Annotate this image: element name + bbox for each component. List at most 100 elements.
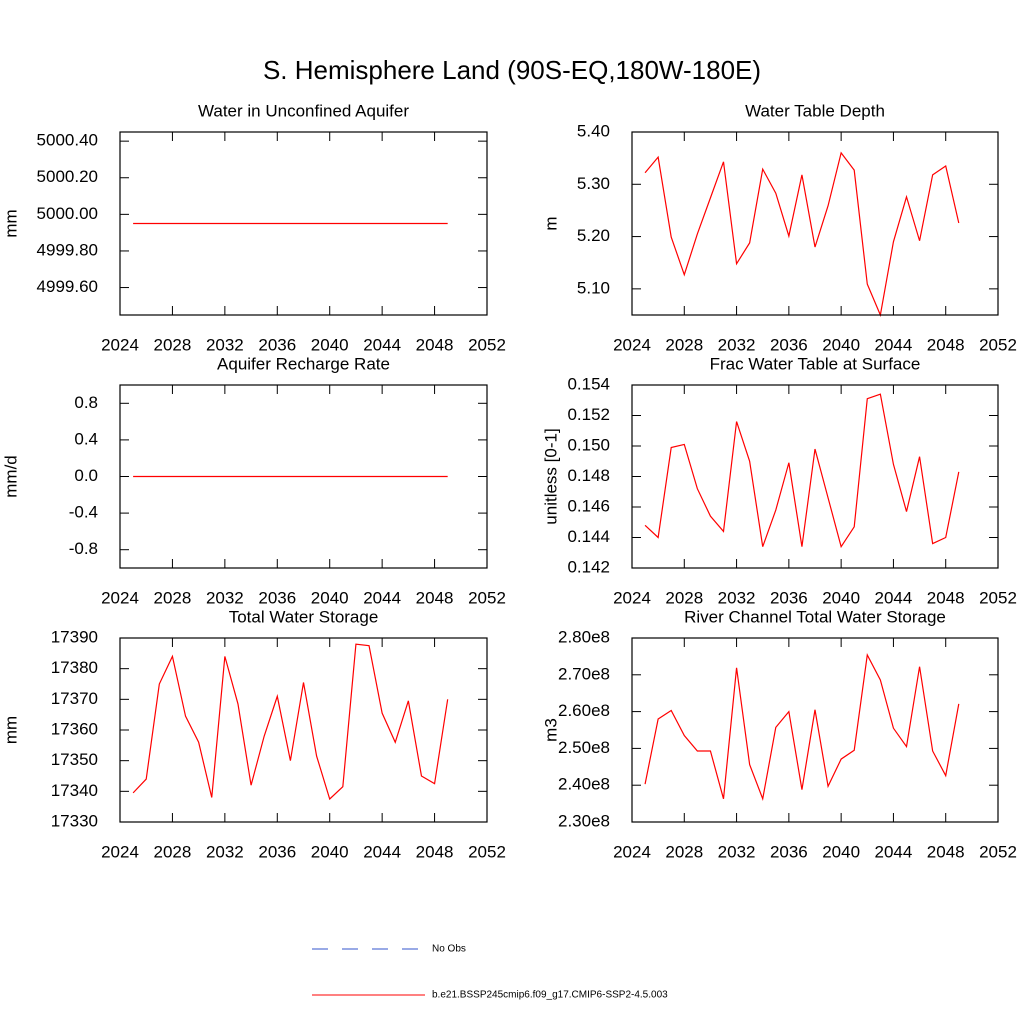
y-axis-label: mm — [1, 209, 20, 237]
x-tick-label: 2044 — [875, 588, 913, 607]
panel: Aquifer Recharge Rate mm/d 2024 2028 2032 203… — [1, 354, 505, 607]
x-tick-label: 2048 — [416, 588, 454, 607]
x-tick-label: 2052 — [979, 842, 1017, 861]
x-tick-label: 2024 — [101, 335, 139, 354]
y-tick-label: 0.8 — [74, 393, 98, 412]
x-tick-label: 2036 — [258, 588, 296, 607]
y-tick-label: 17380 — [51, 658, 98, 677]
y-tick-label: 0.150 — [567, 435, 610, 454]
legend-label: No Obs — [432, 944, 466, 955]
panel-title: Frac Water Table at Surface — [710, 354, 921, 373]
x-tick-label: 2052 — [468, 335, 506, 354]
y-tick-label: 17370 — [51, 689, 98, 708]
y-tick-label: -0.8 — [69, 539, 98, 558]
x-tick-label: 2048 — [927, 842, 965, 861]
x-tick-label: 2048 — [416, 335, 454, 354]
plot-frame — [119, 384, 488, 569]
x-tick-label: 2024 — [613, 335, 651, 354]
data-line — [644, 652, 960, 802]
x-tick-label: 2024 — [101, 588, 139, 607]
x-tick-label: 2032 — [206, 335, 244, 354]
y-tick-label: 5000.00 — [37, 204, 98, 223]
x-tick-label: 2052 — [979, 335, 1017, 354]
x-tick-label: 2024 — [613, 842, 651, 861]
x-tick-label: 2048 — [416, 842, 454, 861]
x-tick-label: 2036 — [770, 842, 808, 861]
y-axis-label: m — [541, 216, 560, 230]
x-tick-label: 2032 — [718, 842, 756, 861]
data-line — [132, 643, 449, 801]
x-tick-label: 2048 — [927, 588, 965, 607]
y-tick-label: 2.50e8 — [558, 738, 610, 757]
y-tick-label: 17360 — [51, 719, 98, 738]
data-line — [644, 393, 960, 549]
panel-title: Aquifer Recharge Rate — [217, 354, 390, 373]
x-tick-label: 2044 — [363, 842, 401, 861]
x-tick-label: 2040 — [822, 842, 860, 861]
x-tick-label: 2036 — [258, 842, 296, 861]
y-tick-label: 2.30e8 — [558, 811, 610, 830]
x-tick-label: 2028 — [154, 588, 192, 607]
panel-title: River Channel Total Water Storage — [684, 607, 946, 626]
x-tick-label: 2036 — [770, 335, 808, 354]
y-tick-label: 0.4 — [74, 429, 98, 448]
x-tick-label: 2040 — [311, 335, 349, 354]
y-tick-label: 0.144 — [567, 527, 610, 546]
y-tick-label: 17390 — [51, 627, 98, 646]
y-tick-label: 4999.60 — [37, 277, 98, 296]
x-tick-label: 2040 — [822, 588, 860, 607]
panel-title: Water Table Depth — [745, 101, 885, 120]
x-tick-label: 2028 — [665, 842, 703, 861]
y-tick-label: 5.10 — [577, 278, 610, 297]
y-axis-label: mm — [1, 716, 20, 744]
x-tick-label: 2028 — [154, 842, 192, 861]
x-tick-label: 2032 — [206, 588, 244, 607]
panel: Frac Water Table at Surface unitless [0-1… — [541, 354, 1016, 607]
y-tick-label: 2.60e8 — [558, 701, 610, 720]
x-tick-label: 2040 — [822, 335, 860, 354]
plot-frame — [119, 637, 488, 823]
y-tick-label: 0.152 — [567, 405, 610, 424]
y-tick-label: 0.148 — [567, 466, 610, 485]
x-tick-label: 2048 — [927, 335, 965, 354]
x-tick-label: 2032 — [718, 335, 756, 354]
x-tick-label: 2052 — [468, 588, 506, 607]
x-tick-label: 2024 — [101, 842, 139, 861]
y-tick-label: -0.4 — [69, 503, 98, 522]
plot-frame — [631, 637, 999, 823]
x-tick-label: 2044 — [875, 842, 913, 861]
x-tick-label: 2040 — [311, 842, 349, 861]
x-tick-label: 2036 — [258, 335, 296, 354]
x-tick-label: 2032 — [718, 588, 756, 607]
y-tick-label: 0.154 — [567, 374, 610, 393]
y-axis-label: unitless [0-1] — [541, 428, 560, 524]
panel-title: Water in Unconfined Aquifer — [198, 101, 409, 120]
y-tick-label: 17340 — [51, 781, 98, 800]
figure-title: S. Hemisphere Land (90S-EQ,180W-180E) — [263, 55, 761, 85]
y-tick-label: 2.80e8 — [558, 627, 610, 646]
y-tick-label: 4999.80 — [37, 240, 98, 259]
panel: Total Water Storage mm 2024 2028 2032 2036 204… — [1, 607, 505, 861]
panel: Water Table Depth m 2024 2028 2032 2036 2040 20… — [541, 101, 1016, 354]
y-axis-label: m3 — [541, 718, 560, 742]
y-tick-label: 17330 — [51, 811, 98, 830]
y-tick-label: 2.40e8 — [558, 775, 610, 794]
panel: Water in Unconfined Aquifer mm 2024 2028 203… — [1, 101, 505, 354]
x-tick-label: 2028 — [154, 335, 192, 354]
panel-title: Total Water Storage — [229, 607, 379, 626]
y-tick-label: 5.40 — [577, 121, 610, 140]
y-tick-label: 0.142 — [567, 557, 610, 576]
x-tick-label: 2040 — [311, 588, 349, 607]
y-tick-label: 2.70e8 — [558, 664, 610, 683]
x-tick-label: 2028 — [665, 335, 703, 354]
x-tick-label: 2052 — [979, 588, 1017, 607]
y-tick-label: 5000.40 — [37, 131, 98, 150]
y-tick-label: 0.0 — [74, 466, 98, 485]
data-line — [644, 151, 960, 318]
y-axis-label: mm/d — [1, 455, 20, 498]
y-tick-label: 0.146 — [567, 496, 610, 515]
y-tick-label: 5.30 — [577, 174, 610, 193]
x-tick-label: 2044 — [363, 588, 401, 607]
